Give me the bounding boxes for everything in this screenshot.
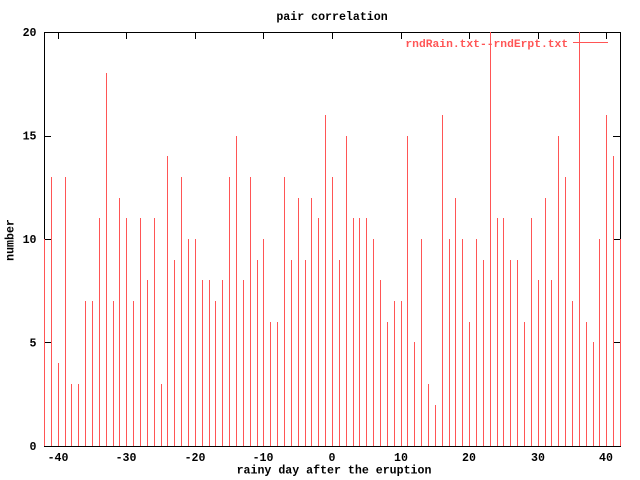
svg-text:number: number [5,219,18,261]
svg-text:0: 0 [329,452,336,465]
svg-text:-30: -30 [116,452,137,465]
svg-text:10: 10 [394,452,408,465]
svg-text:20: 20 [23,27,37,40]
svg-text:0: 0 [30,441,37,454]
svg-text:pair correlation: pair correlation [276,11,387,24]
svg-text:40: 40 [599,452,613,465]
svg-text:5: 5 [30,337,37,350]
svg-text:-40: -40 [48,452,69,465]
svg-text:15: 15 [23,130,37,143]
svg-text:10: 10 [23,234,37,247]
svg-text:30: 30 [531,452,545,465]
svg-text:rainy day after the eruption: rainy day after the eruption [237,465,432,478]
svg-text:rndRain.txt--rndErpt.txt: rndRain.txt--rndErpt.txt [405,39,568,51]
svg-text:-20: -20 [185,452,206,465]
svg-text:-10: -10 [253,452,274,465]
svg-text:20: 20 [462,452,476,465]
